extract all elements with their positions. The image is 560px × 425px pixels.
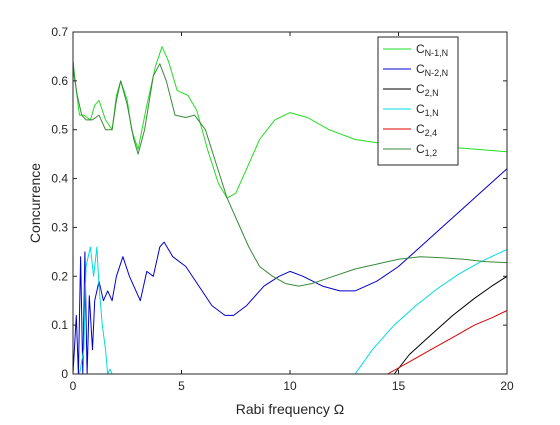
legend-box bbox=[377, 36, 459, 166]
y-tick-label: 0.6 bbox=[51, 74, 68, 88]
series-line-1-2 bbox=[72, 61, 508, 287]
series-line-2-4 bbox=[73, 310, 508, 375]
y-tick-label: 0.5 bbox=[51, 123, 68, 137]
legend-entry: C1,N bbox=[416, 102, 439, 118]
series-line-N-1-N bbox=[72, 46, 508, 199]
legend: CN-1,N CN-2,N C2,N C1,N C2,4 C1,2 bbox=[377, 36, 459, 166]
y-tick-label: 0.2 bbox=[51, 269, 68, 283]
x-tick-label: 10 bbox=[283, 379, 297, 393]
series-line-2-N bbox=[73, 275, 508, 375]
x-tick-label: 15 bbox=[392, 379, 406, 393]
y-axis-label: Concurrence bbox=[27, 163, 43, 243]
legend-entry: CN-1,N bbox=[416, 42, 448, 58]
y-tick-label: 0.4 bbox=[51, 172, 68, 186]
series-layer bbox=[72, 46, 508, 375]
series-line-1-N bbox=[73, 246, 508, 375]
x-tick-label: 20 bbox=[500, 379, 514, 393]
y-tick-label: 0.7 bbox=[51, 25, 68, 39]
y-tick-label: 0.3 bbox=[51, 220, 68, 234]
x-tick-label: 0 bbox=[70, 379, 77, 393]
legend-entry: C2,N bbox=[416, 82, 439, 98]
legend-entry: CN-2,N bbox=[416, 62, 448, 78]
x-axis-label: Rabi frequency Ω bbox=[236, 401, 345, 417]
x-tick-label: 5 bbox=[178, 379, 185, 393]
y-tick-label: 0.1 bbox=[51, 318, 68, 332]
legend-entry: C2,4 bbox=[416, 122, 437, 138]
tick-layer: 0 5 10 15 20 0 0.1 0.2 0.3 0.4 0.5 0.6 0.7 bbox=[51, 25, 514, 393]
y-tick-label: 0 bbox=[61, 367, 68, 381]
legend-entry: C1,2 bbox=[416, 142, 437, 158]
series-line-N-2-N bbox=[72, 168, 508, 375]
